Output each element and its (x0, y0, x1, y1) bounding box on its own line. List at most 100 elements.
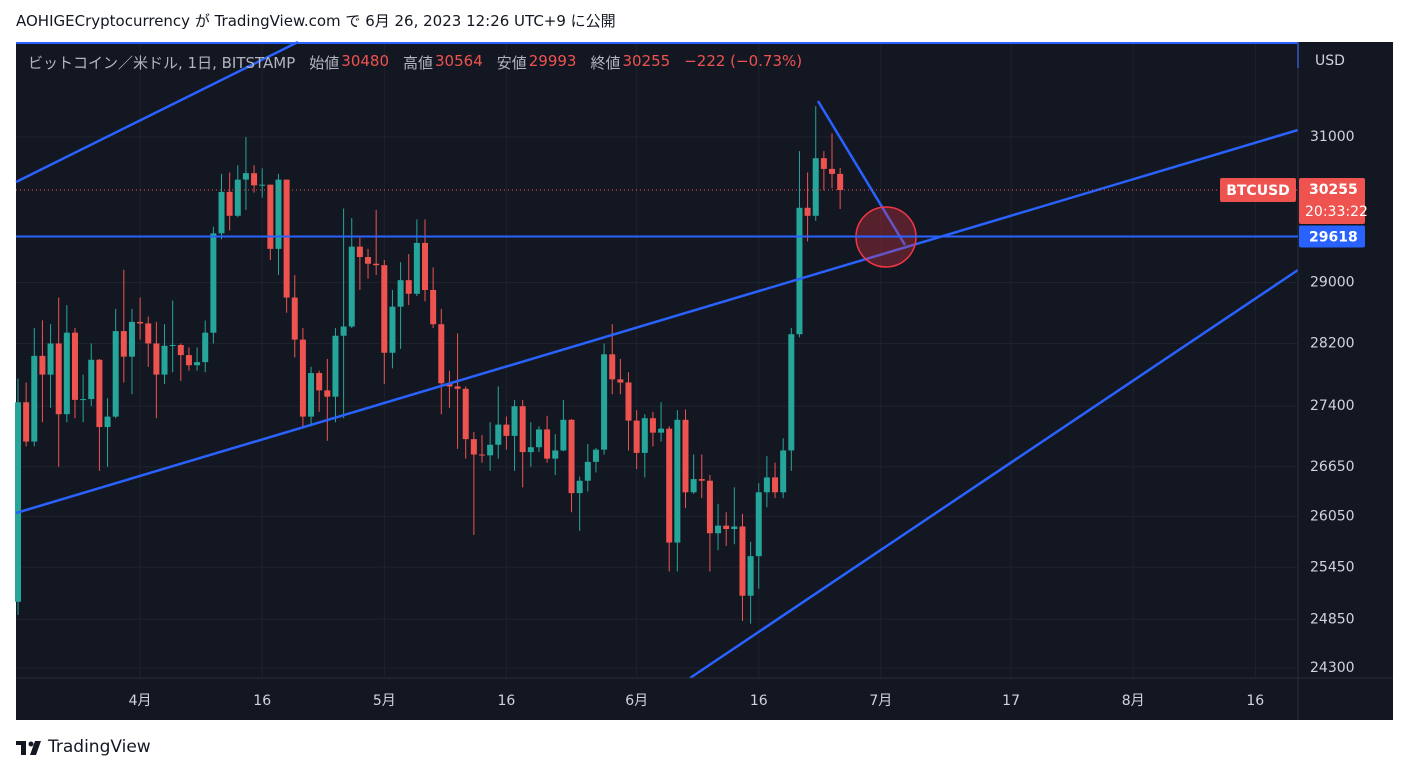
legend-value: 30564 (435, 52, 483, 70)
candle-body (837, 173, 844, 191)
candle-body (633, 420, 640, 453)
candle-body (487, 444, 494, 456)
candle-body (698, 479, 705, 481)
legend-label: 安値 (496, 54, 527, 72)
legend-label: 高値 (403, 54, 434, 72)
candle-body (478, 454, 485, 456)
candle-body (128, 321, 135, 357)
candles (15, 106, 844, 624)
candle-body (332, 335, 339, 397)
candle-body (470, 439, 477, 455)
candle-body (356, 246, 363, 258)
candle-body (104, 416, 111, 428)
x-tick-label: 16 (253, 693, 271, 709)
candle-body (625, 382, 632, 421)
candle-body (584, 461, 591, 481)
candle-body (348, 246, 355, 327)
candle-body (251, 173, 258, 186)
candle-body (438, 324, 445, 384)
legend-label: 終値 (590, 54, 621, 72)
horizontal-line-label: 29618 (1309, 229, 1358, 245)
candle-body (674, 419, 681, 543)
candle-body (592, 449, 599, 462)
logo-mark (28, 741, 34, 747)
candle-body (324, 390, 331, 397)
candle-body (609, 354, 616, 380)
x-tick-label: 16 (750, 693, 768, 709)
y-tick-label: 26650 (1310, 459, 1355, 475)
candle-body (283, 179, 290, 298)
logo-mark (30, 741, 41, 755)
candle-body (373, 263, 380, 266)
last-price-label: 30255 (1309, 182, 1358, 198)
candle-body (242, 173, 249, 180)
candle-body (780, 450, 787, 493)
candle-body (649, 418, 656, 433)
currency-label: USD (1315, 53, 1345, 69)
candle-body (308, 373, 315, 417)
candle-body (218, 191, 225, 234)
candle-body (185, 355, 192, 366)
candle-body (690, 479, 697, 493)
candle-body (535, 429, 542, 448)
header: AOHIGECryptocurrency が TradingView.com で… (16, 12, 616, 30)
candle-body (381, 265, 388, 353)
candle-body (405, 280, 412, 294)
candle-body (39, 355, 46, 375)
candle-body (706, 480, 713, 534)
candle-body (666, 428, 673, 543)
x-tick-label: 8月 (1122, 693, 1145, 709)
candle-body (96, 359, 103, 428)
candle-body (576, 480, 583, 494)
legend-label: 始値 (309, 54, 340, 72)
candle-body (112, 331, 119, 417)
y-tick-label: 24850 (1310, 611, 1355, 627)
candle-body (422, 242, 429, 290)
candle-body (63, 332, 70, 415)
candle-body (682, 419, 689, 493)
candle-body (446, 383, 453, 387)
candle-body (755, 492, 762, 557)
candle-body (527, 447, 534, 453)
candle-body (23, 402, 30, 442)
axis: 24300 24850 25450 26050 26650 27400 28200 29000… (129, 129, 1355, 709)
candle-body (812, 158, 819, 216)
horizontal-line-tag (1299, 225, 1365, 248)
candle-body (796, 207, 803, 335)
ticker-label: BTCUSD (1226, 183, 1290, 199)
legend-value: 30255 (622, 52, 671, 70)
symbol: ビットコイン／米ドル, 1日, BITSTAMP (28, 54, 296, 72)
trend-line (15, 128, 1299, 515)
y-tick-label: 31000 (1310, 129, 1355, 145)
x-tick-label: 16 (1246, 693, 1264, 709)
candle-body (145, 323, 152, 344)
candle-body (161, 345, 168, 375)
y-tick-label: 29000 (1310, 274, 1355, 290)
candle-body (47, 343, 54, 375)
candle-body (568, 419, 575, 494)
candle-body (747, 556, 754, 596)
grid (16, 42, 1298, 678)
candle-body (15, 402, 21, 602)
candle-body (259, 184, 266, 186)
footer-brand: TradingView (48, 737, 151, 757)
candle-body (210, 233, 217, 333)
candle-body (552, 450, 559, 459)
last-price-tag (1299, 178, 1365, 225)
y-tick-label: 25450 (1310, 559, 1355, 575)
candle-body (658, 428, 665, 433)
legend-change: −222 (−0.73%) (684, 52, 803, 70)
candle-body (454, 386, 461, 389)
y-tick-label: 24300 (1310, 660, 1355, 676)
candle-body (739, 526, 746, 596)
candle-body (829, 168, 836, 174)
candle-body (430, 289, 437, 325)
candle-body (80, 399, 87, 401)
candle-body (511, 406, 518, 436)
candle-body (169, 345, 176, 347)
candle-body (226, 191, 233, 216)
candle-body (397, 280, 404, 307)
y-tick-label: 28200 (1310, 335, 1355, 351)
candle-body (820, 158, 827, 169)
candle-body (723, 525, 730, 530)
